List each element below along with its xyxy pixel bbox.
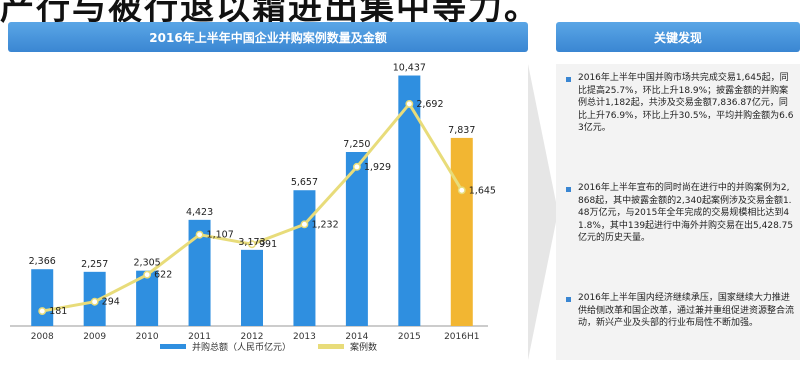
line-value-label: 1,232 (311, 219, 338, 230)
x-tick-label: 2010 (136, 332, 159, 342)
finding-item-1: 2016年上半年中国并购市场共完成交易1,645起，同比提高25.7%，环比上升… (566, 72, 794, 135)
line-point-2014 (352, 162, 361, 171)
line-point-2013 (300, 220, 309, 229)
finding-text-2: 2016年上半年宣布的同时尚在进行中的并购案例为2,868起，其中披露金额的2,… (578, 183, 794, 243)
key-findings-banner: 关键发现 (556, 22, 800, 52)
bar-value-label: 10,437 (393, 63, 426, 74)
bar-2011 (188, 219, 211, 326)
x-tick-label: 2015 (398, 332, 421, 342)
bullet-icon (566, 187, 571, 192)
chart-title-banner: 2016年上半年中国企业并购案例数量及金额 (8, 22, 528, 52)
x-tick-label: 2014 (345, 332, 368, 342)
line-value-label: 622 (154, 270, 172, 281)
x-tick-label: 2016H1 (444, 332, 479, 342)
chart-area: 2,366 2,257 2,305 4,423 3,173 5,657 7,250 10,43… (10, 63, 496, 353)
bar-value-label: 7,837 (448, 125, 475, 136)
line-point-2011 (195, 230, 204, 239)
x-tick-label: 2012 (241, 332, 264, 342)
bar-value-label: 4,423 (186, 207, 213, 218)
finding-text-3: 2016年上半年国内经济继续承压，国家继续大力推进供给侧改革和国企改革，通过兼并… (578, 293, 795, 328)
bar-2010 (136, 270, 159, 326)
bullet-icon (566, 77, 571, 82)
key-findings-title: 关键发现 (653, 30, 702, 45)
finding-item-2: 2016年上半年宣布的同时尚在进行中的并购案例为2,868起，其中披露金额的2,… (566, 182, 794, 245)
line-value-label: 181 (49, 306, 67, 317)
legend-line-swatch (318, 344, 344, 349)
line-point-2009 (90, 297, 99, 306)
finding-item-3: 2016年上半年国内经济继续承压，国家继续大力推进供给侧改革和国企改革，通过兼并… (566, 292, 794, 330)
x-tick-label: 2011 (188, 332, 211, 342)
line-point-2016H1 (457, 186, 466, 195)
top-partial-text: 产行与被行退以霜进出集中等力。 (0, 0, 540, 24)
line-value-label: 1,107 (207, 230, 234, 241)
line-value-label: 1,645 (469, 185, 496, 196)
bar-2015 (398, 75, 421, 327)
bar-value-label: 3,173 (238, 237, 265, 248)
line-value-label: 991 (259, 239, 277, 250)
x-tick-label: 2013 (293, 332, 316, 342)
bar-2008 (31, 269, 54, 326)
bar-2012 (241, 249, 263, 326)
bar-value-label: 7,250 (343, 139, 370, 150)
bar-value-label: 2,366 (29, 256, 56, 267)
bar-2014 (345, 152, 368, 326)
line-point-2008 (38, 307, 47, 316)
bar-2016H1 (450, 137, 473, 326)
legend-bar-swatch (160, 344, 186, 349)
line-point-2010 (143, 270, 152, 279)
line-value-label: 294 (102, 297, 120, 308)
x-tick-label: 2008 (31, 332, 54, 342)
x-tick-label: 2009 (83, 332, 106, 342)
line-point-2012 (248, 240, 256, 249)
legend-line-label: 案例数 (350, 341, 377, 353)
bar-2013 (293, 190, 316, 326)
bar-value-label: 5,657 (291, 177, 318, 188)
chart-title: 2016年上半年中国企业并购案例数量及金额 (149, 30, 387, 45)
line-value-label: 2,692 (416, 99, 443, 110)
key-findings-panel: 2016年上半年中国并购市场共完成交易1,645起，同比提高25.7%，环比上升… (556, 64, 800, 360)
line-point-2015 (405, 99, 414, 108)
finding-text-1: 2016年上半年中国并购市场共完成交易1,645起，同比提高25.7%，环比上升… (578, 73, 794, 133)
bar-value-label: 2,305 (134, 258, 161, 269)
line-value-label: 1,929 (364, 162, 391, 173)
chevron-divider-icon (528, 64, 558, 360)
bar-value-label: 2,257 (81, 259, 108, 270)
bullet-icon (566, 297, 571, 302)
legend-bar-label: 并购总额（人民币亿元） (192, 341, 291, 353)
